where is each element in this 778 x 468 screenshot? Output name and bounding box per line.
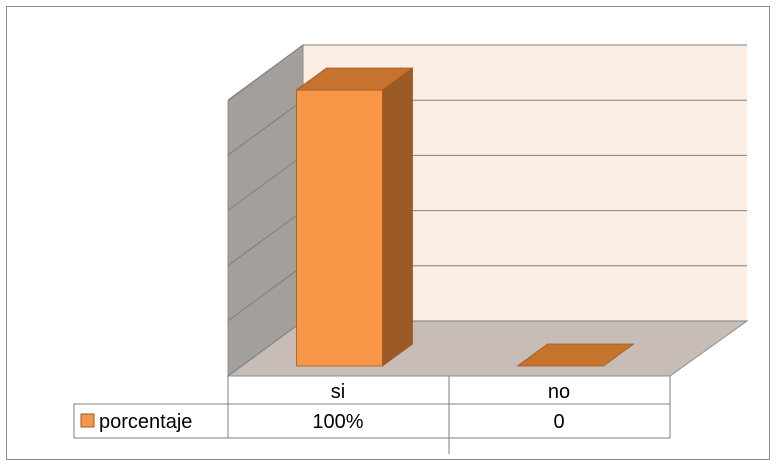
- bar-si: [295, 67, 414, 367]
- data-cell-no: 0: [553, 411, 564, 433]
- table-row-box: [73, 403, 671, 439]
- bar-top-si: [295, 67, 414, 91]
- data-table: si no porcentaje 100% 0: [73, 376, 671, 454]
- header-cell-si: si: [331, 381, 345, 403]
- side-wall: [227, 44, 304, 377]
- gridline: [227, 44, 747, 101]
- chart-svg: si no porcentaje 100% 0: [73, 44, 749, 454]
- header-cell-no: no: [548, 381, 570, 403]
- data-cell-si: 100%: [312, 411, 363, 433]
- bar-side-si: [382, 67, 413, 367]
- legend-key-swatch: [80, 413, 95, 428]
- bar-top-no: [516, 343, 635, 367]
- back-wall: [303, 45, 747, 321]
- legend-label-porcentaje: porcentaje: [99, 411, 192, 433]
- bar-front-si: [296, 89, 383, 367]
- bar-no: [516, 343, 635, 367]
- bars: [295, 67, 635, 367]
- chart-frame: si no porcentaje 100% 0: [6, 6, 770, 460]
